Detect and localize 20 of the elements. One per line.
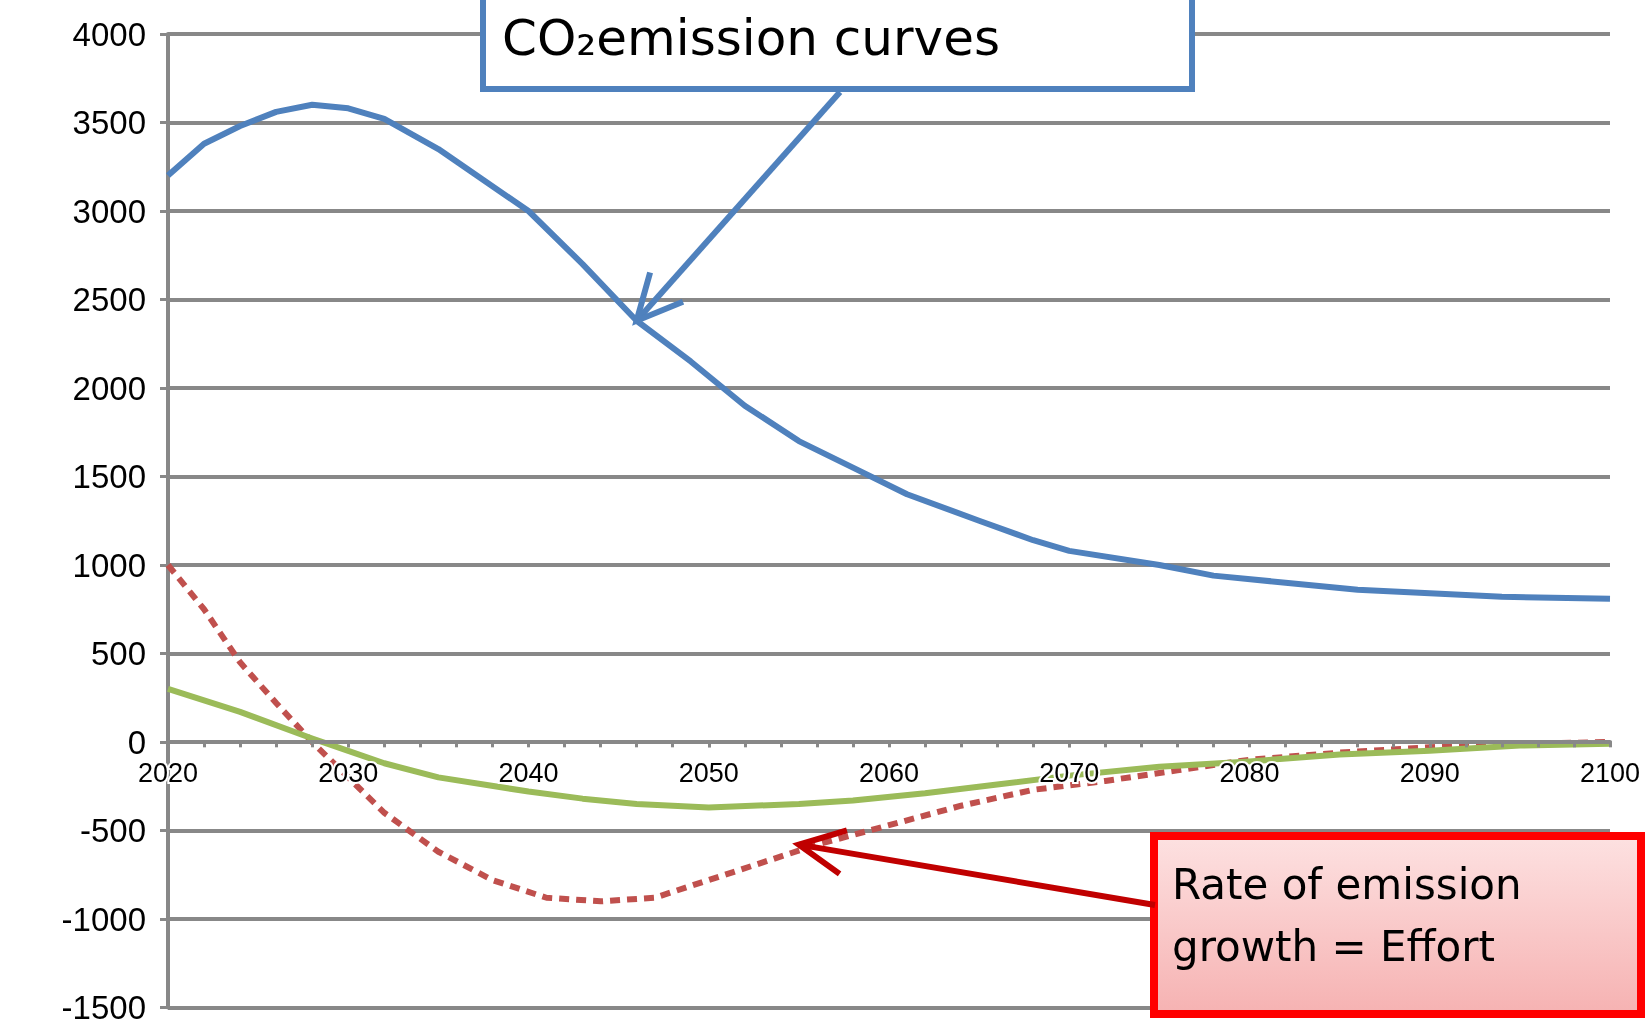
y-tick-label: 500 [90,635,146,672]
y-tick-label: 2000 [72,369,146,407]
x-tick-label: 2100 [1579,757,1641,788]
y-tick-label: -500 [79,812,146,849]
y-tick-label: 2500 [72,281,146,318]
y-tick-label: -1500 [61,989,146,1024]
x-tick-label: 2030 [318,757,379,788]
x-tick-label: 2050 [678,757,739,788]
y-tick-label: 3000 [72,192,146,230]
x-tick-label: 2060 [858,757,920,788]
x-tick-label: 2040 [498,757,559,788]
y-tick-label: 1500 [72,458,146,495]
y-tick-label: 1000 [72,546,146,584]
x-tick-label: 2080 [1219,757,1280,788]
x-tick-label: 2090 [1399,757,1460,788]
y-tick-label: 4000 [72,15,146,53]
y-tick-label: 3500 [72,104,146,141]
y-tick-label: -1000 [61,900,146,938]
annotation: CO₂emission curves [501,8,1001,69]
annotation: Rate of emission growth = Effort [1171,859,1523,973]
